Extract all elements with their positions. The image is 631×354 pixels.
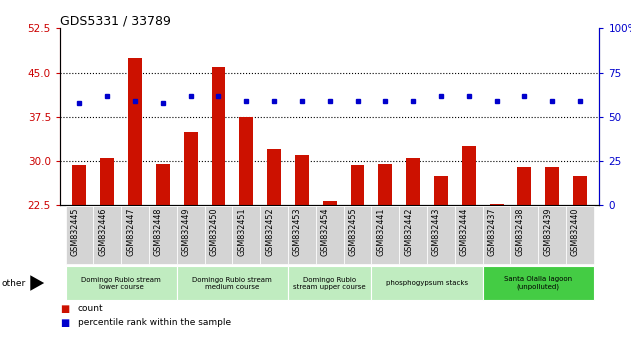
Text: GSM832445: GSM832445 [71, 208, 80, 256]
Text: GSM832449: GSM832449 [182, 208, 191, 256]
Text: GSM832451: GSM832451 [237, 208, 246, 256]
Text: GSM832448: GSM832448 [154, 208, 163, 256]
Bar [295, 155, 309, 205]
Text: GSM832452: GSM832452 [265, 208, 274, 256]
Bar [490, 204, 504, 205]
Text: GSM832443: GSM832443 [432, 208, 441, 256]
Bar [573, 176, 587, 205]
Text: GDS5331 / 33789: GDS5331 / 33789 [60, 14, 171, 27]
Text: GSM832446: GSM832446 [98, 208, 107, 256]
Bar [184, 132, 198, 205]
Text: GSM832450: GSM832450 [209, 208, 218, 256]
Text: GSM832444: GSM832444 [460, 208, 469, 256]
Text: ■: ■ [60, 304, 69, 314]
Text: GSM832439: GSM832439 [543, 208, 552, 256]
Bar [100, 158, 114, 205]
Text: GSM832453: GSM832453 [293, 208, 302, 256]
Text: phosphogypsum stacks: phosphogypsum stacks [386, 280, 468, 286]
Text: GSM832438: GSM832438 [516, 208, 524, 256]
Bar [267, 149, 281, 205]
Text: GSM832455: GSM832455 [348, 208, 358, 256]
Text: count: count [78, 304, 103, 313]
Bar [545, 167, 559, 205]
Bar [351, 165, 365, 205]
Text: Domingo Rubio stream
medium course: Domingo Rubio stream medium course [192, 276, 272, 290]
Text: Domingo Rubio
stream upper course: Domingo Rubio stream upper course [293, 276, 366, 290]
Text: Domingo Rubio stream
lower course: Domingo Rubio stream lower course [81, 276, 161, 290]
Bar [434, 176, 448, 205]
Bar [73, 165, 86, 205]
Bar [128, 58, 142, 205]
Text: GSM832442: GSM832442 [404, 208, 413, 256]
Text: GSM832440: GSM832440 [571, 208, 580, 256]
Bar [322, 201, 337, 205]
Text: Santa Olalla lagoon
(unpolluted): Santa Olalla lagoon (unpolluted) [504, 276, 572, 290]
Bar [379, 164, 392, 205]
Text: percentile rank within the sample: percentile rank within the sample [78, 318, 231, 327]
Text: GSM832441: GSM832441 [376, 208, 386, 256]
Bar [156, 164, 170, 205]
Bar [517, 167, 531, 205]
Text: GSM832437: GSM832437 [488, 208, 497, 256]
Bar [462, 146, 476, 205]
Bar [211, 67, 225, 205]
Bar [406, 158, 420, 205]
Text: GSM832447: GSM832447 [126, 208, 135, 256]
Bar [239, 117, 253, 205]
Text: ■: ■ [60, 318, 69, 328]
Text: GSM832454: GSM832454 [321, 208, 329, 256]
Text: other: other [1, 279, 25, 287]
